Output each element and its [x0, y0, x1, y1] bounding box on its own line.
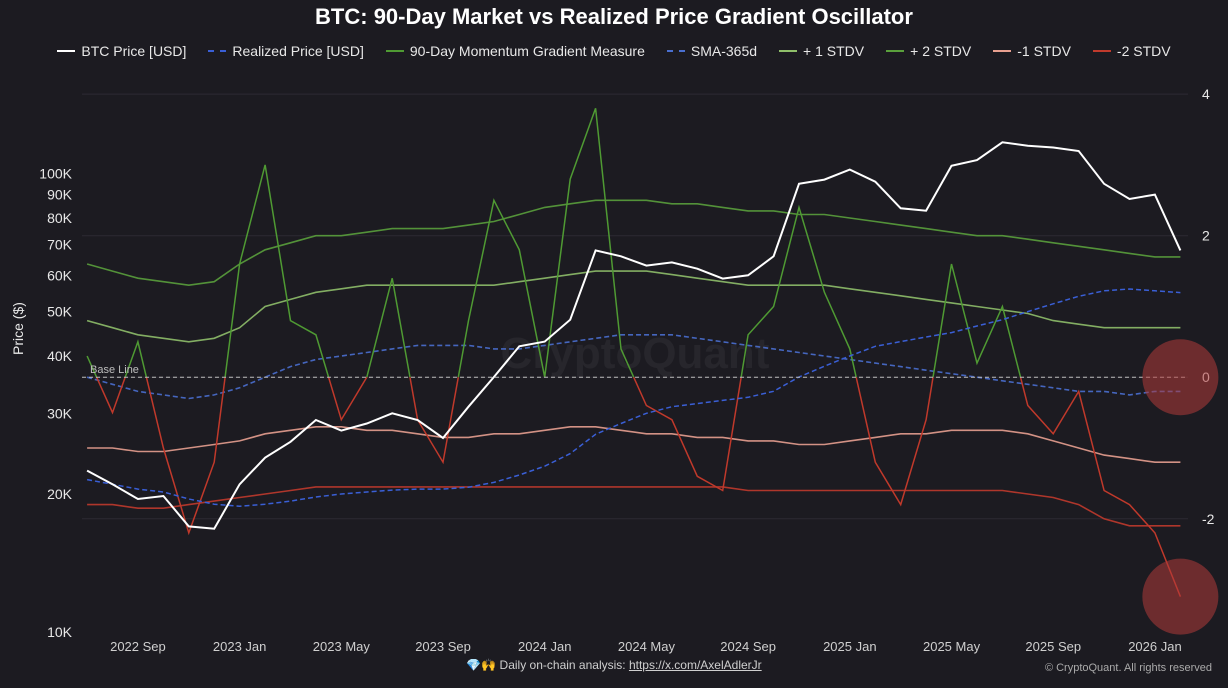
- x-tick: 2024 Jan: [518, 639, 572, 654]
- y-tick-left: 90K: [47, 187, 73, 203]
- chart-legend: BTC Price [USD] Realized Price [USD] 90-Da…: [0, 43, 1228, 59]
- x-tick: 2025 May: [923, 639, 981, 654]
- legend-label: Realized Price [USD]: [232, 43, 364, 59]
- legend-swatch: [993, 50, 1012, 52]
- x-tick: 2024 May: [618, 639, 676, 654]
- series-2-stdv: [87, 486, 1181, 527]
- legend-item: BTC Price [USD]: [57, 43, 186, 59]
- y-tick-left: 80K: [47, 210, 73, 226]
- y-tick-left: 40K: [47, 348, 73, 364]
- y-tick-left: 20K: [47, 486, 73, 502]
- legend-label: 90-Day Momentum Gradient Measure: [409, 43, 645, 59]
- series-btc-price: [86, 141, 1182, 530]
- legend-swatch: [1092, 50, 1111, 52]
- baseline-label: Base Line: [90, 364, 139, 376]
- copyright: © CryptoQuant. All rights reserved: [1044, 662, 1212, 674]
- series-momentum-positive: [86, 108, 1022, 378]
- x-tick: 2025 Sep: [1025, 639, 1081, 654]
- legend-label: -1 STDV: [1017, 43, 1071, 59]
- series-realized-price: [86, 288, 1181, 508]
- footer: 💎🙌 Daily on-chain analysis: https://x.co…: [0, 658, 1228, 672]
- footer-link[interactable]: https://x.com/AxelAdlerJr: [628, 658, 762, 672]
- x-tick: 2023 Jan: [213, 639, 267, 654]
- x-tick: 2023 May: [313, 639, 371, 654]
- y-tick-right: 4: [1202, 86, 1210, 102]
- y-tick-left: 10K: [47, 624, 73, 640]
- legend-label: + 1 STDV: [803, 43, 865, 59]
- legend-swatch: [208, 50, 227, 52]
- legend-swatch: [666, 50, 685, 52]
- highlight-circle: [1142, 558, 1219, 635]
- series-2-stdv: [86, 199, 1181, 287]
- x-tick: 2023 Sep: [415, 639, 471, 654]
- legend-label: -2 STDV: [1116, 43, 1171, 59]
- y-tick-left: 30K: [47, 405, 73, 421]
- legend-item: + 2 STDV: [886, 43, 971, 59]
- watermark: CryptoQuant: [501, 329, 770, 378]
- x-tick: 2024 Sep: [720, 639, 776, 654]
- highlight-circle: [1142, 339, 1219, 416]
- legend-swatch: [385, 50, 404, 52]
- legend-label: + 2 STDV: [910, 43, 972, 59]
- legend-swatch: [57, 50, 76, 52]
- legend-item: + 1 STDV: [779, 43, 864, 59]
- y-tick-left: 100K: [39, 166, 72, 182]
- series-sma-365d: [86, 334, 1181, 400]
- y-tick-right: -2: [1202, 511, 1215, 527]
- y-tick-left: 70K: [47, 237, 73, 253]
- legend-item: 90-Day Momentum Gradient Measure: [385, 43, 645, 59]
- legend-label: SMA-365d: [690, 43, 758, 59]
- y-tick-left: 50K: [47, 304, 73, 320]
- footer-prefix: 💎🙌 Daily on-chain analysis:: [466, 658, 629, 672]
- legend-label: BTC Price [USD]: [81, 43, 187, 59]
- x-tick: 2025 Jan: [823, 639, 877, 654]
- series-1-stdv: [86, 270, 1181, 343]
- y-tick-right: 2: [1202, 228, 1210, 244]
- legend-item: -1 STDV: [993, 43, 1071, 59]
- series-1-stdv: [87, 426, 1181, 463]
- legend-item: -2 STDV: [1092, 43, 1171, 59]
- legend-item: SMA-365d: [666, 43, 758, 59]
- x-tick: 2022 Sep: [110, 639, 166, 654]
- chart-title: BTC: 90-Day Market vs Realized Price Gra…: [315, 4, 913, 29]
- y-tick-left: 60K: [47, 267, 73, 283]
- x-tick: 2026 Jan: [1128, 639, 1182, 654]
- legend-item: Realized Price [USD]: [208, 43, 364, 59]
- legend-swatch: [779, 50, 798, 52]
- legend-swatch: [886, 50, 905, 52]
